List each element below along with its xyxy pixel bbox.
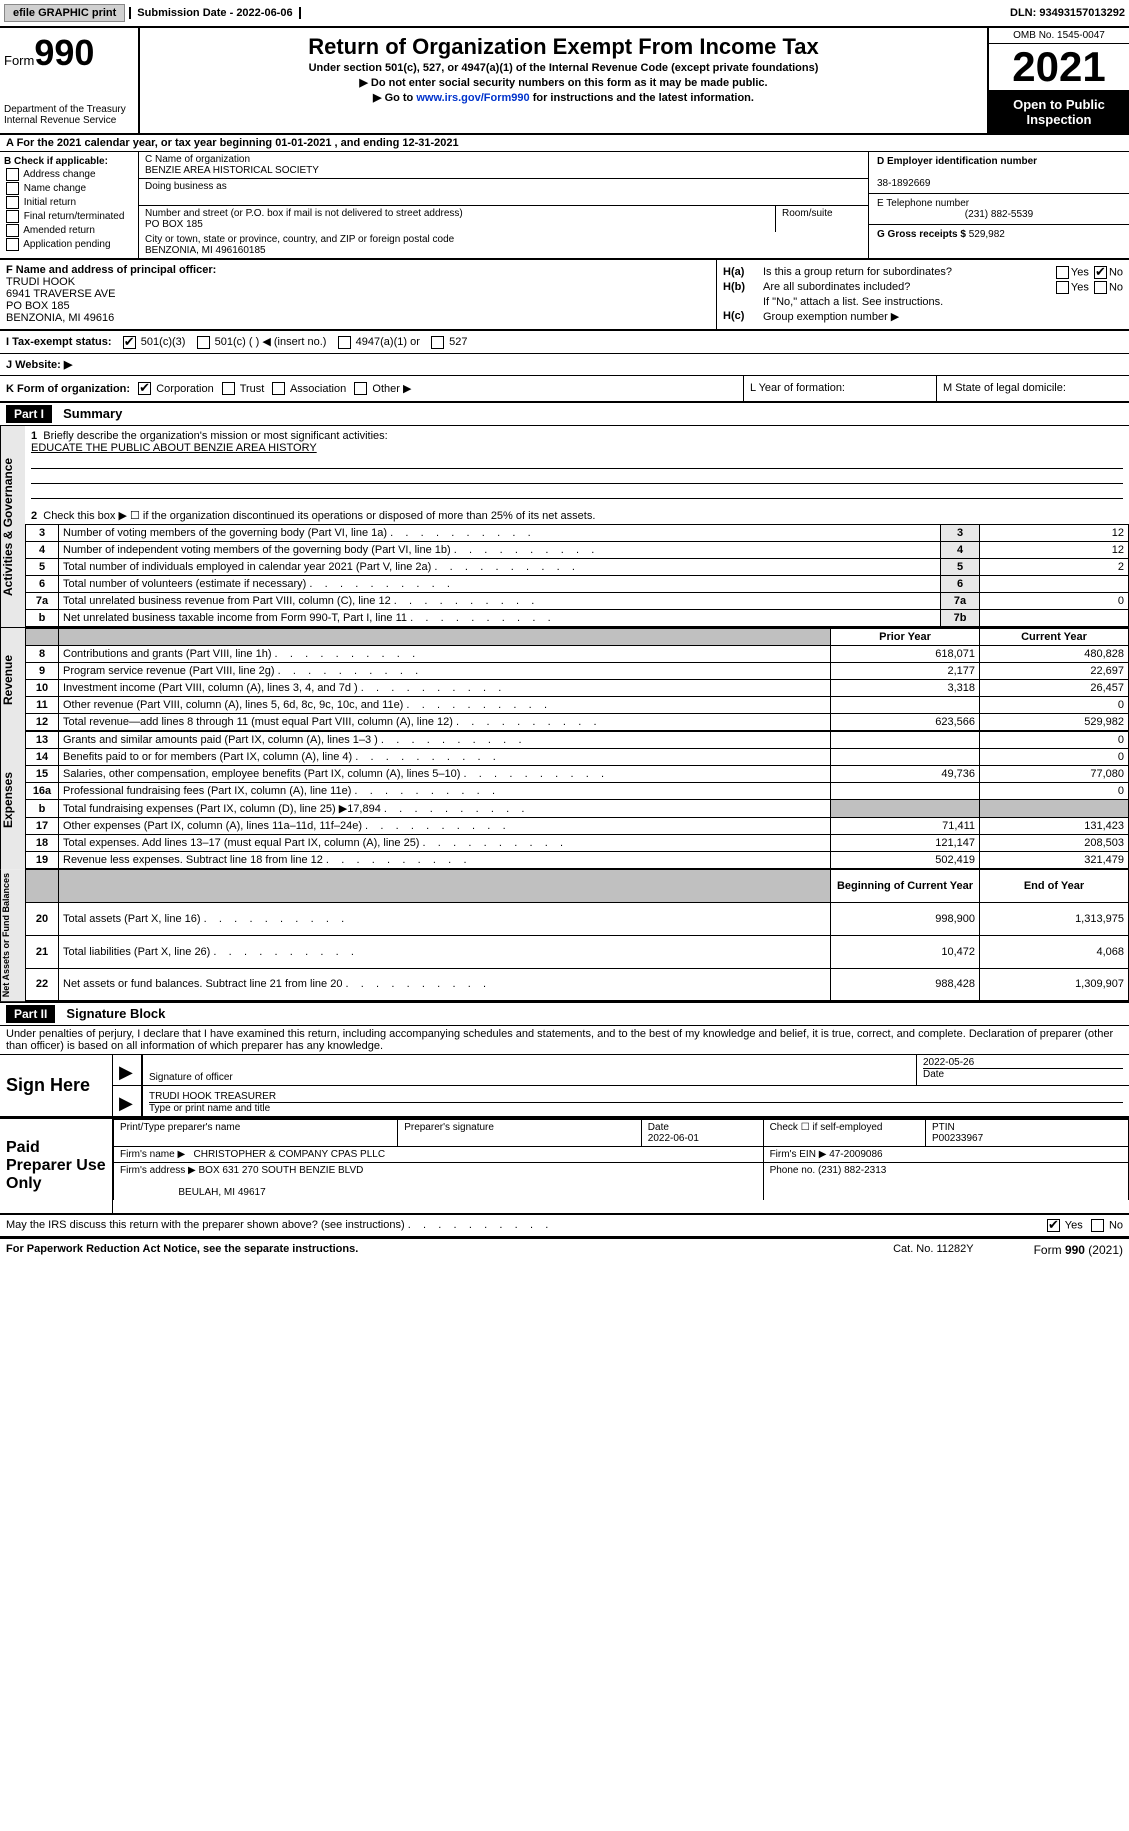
501c3-checkbox[interactable] <box>123 336 136 349</box>
col-b-checkboxes: B Check if applicable: Address change Na… <box>0 152 139 258</box>
paid-preparer-label: Paid Preparer Use Only <box>0 1119 113 1213</box>
address-change-checkbox[interactable] <box>6 168 19 181</box>
hb-no-checkbox[interactable] <box>1094 281 1107 294</box>
col-c-org-info: C Name of organization BENZIE AREA HISTO… <box>139 152 869 258</box>
name-change-checkbox[interactable] <box>6 182 19 195</box>
hb-yes-checkbox[interactable] <box>1056 281 1069 294</box>
state-domicile: M State of legal domicile: <box>936 376 1129 402</box>
efile-print-button[interactable]: efile GRAPHIC print <box>4 4 125 22</box>
firm-name: CHRISTOPHER & COMPANY CPAS PLLC <box>194 1149 386 1160</box>
ein: 38-1892669 <box>877 178 930 189</box>
discuss-yes-checkbox[interactable] <box>1047 1219 1060 1232</box>
sig-date-value: 2022-05-26 <box>923 1057 1123 1068</box>
principal-officer: F Name and address of principal officer:… <box>0 260 716 329</box>
col-d-ein-phone: D Employer identification number 38-1892… <box>869 152 1129 258</box>
expenses-table: 13Grants and similar amounts paid (Part … <box>25 731 1129 869</box>
open-inspection-badge: Open to Public Inspection <box>989 91 1129 133</box>
governance-table: 3Number of voting members of the governi… <box>25 524 1129 627</box>
omb-number: OMB No. 1545-0047 <box>989 28 1129 44</box>
year-formation: L Year of formation: <box>743 376 936 402</box>
application-pending-checkbox[interactable] <box>6 238 19 251</box>
form-title: Return of Organization Exempt From Incom… <box>144 34 983 60</box>
mission-text: EDUCATE THE PUBLIC ABOUT BENZIE AREA HIS… <box>31 442 317 454</box>
ha-yes-checkbox[interactable] <box>1056 266 1069 279</box>
sign-here-block: Sign Here ▶ Signature of officer 2022-05… <box>0 1054 1129 1118</box>
submission-date-label: Submission Date - 2022-06-06 <box>129 7 300 19</box>
netassets-table: Beginning of Current YearEnd of Year20To… <box>25 869 1129 1001</box>
expenses-section: Expenses 13Grants and similar amounts pa… <box>0 731 1129 869</box>
city-state-zip: BENZONIA, MI 496160185 <box>145 245 266 256</box>
discuss-row: May the IRS discuss this return with the… <box>0 1215 1129 1238</box>
subtitle-3: ▶ Go to www.irs.gov/Form990 for instruct… <box>144 91 983 104</box>
perjury-declaration: Under penalties of perjury, I declare th… <box>0 1026 1129 1054</box>
telephone: (231) 882-5539 <box>877 209 1121 220</box>
firm-addr2: BEULAH, MI 49617 <box>178 1187 265 1198</box>
row-j-website: J Website: ▶ <box>0 354 1129 376</box>
prep-date: 2022-06-01 <box>648 1133 699 1144</box>
form-number: Form990 <box>4 32 134 74</box>
officer-name: TRUDI HOOK TREASURER <box>149 1091 1123 1102</box>
row-a-period: A For the 2021 calendar year, or tax yea… <box>0 135 1129 152</box>
identity-block: B Check if applicable: Address change Na… <box>0 152 1129 260</box>
ptin: P00233967 <box>932 1133 983 1144</box>
side-label-netassets: Net Assets or Fund Balances <box>0 869 25 1001</box>
revenue-section: Revenue Prior YearCurrent Year8Contribut… <box>0 627 1129 731</box>
dln-label: DLN: 93493157013292 <box>1010 7 1125 19</box>
initial-return-checkbox[interactable] <box>6 196 19 209</box>
ha-no-checkbox[interactable] <box>1094 266 1107 279</box>
amended-return-checkbox[interactable] <box>6 224 19 237</box>
discuss-no-checkbox[interactable] <box>1091 1219 1104 1232</box>
signature-arrow-icon: ▶ <box>113 1055 143 1085</box>
side-label-expenses: Expenses <box>0 731 25 869</box>
527-checkbox[interactable] <box>431 336 444 349</box>
side-label-revenue: Revenue <box>0 628 25 731</box>
part1-header-row: Part I Summary <box>0 403 1129 426</box>
trust-checkbox[interactable] <box>222 382 235 395</box>
netassets-section: Net Assets or Fund Balances Beginning of… <box>0 869 1129 1001</box>
firm-addr1: BOX 631 270 SOUTH BENZIE BLVD <box>199 1165 364 1176</box>
corp-checkbox[interactable] <box>138 382 151 395</box>
final-return-checkbox[interactable] <box>6 210 19 223</box>
row-i-tax-status: I Tax-exempt status: 501(c)(3) 501(c) ( … <box>0 330 1129 354</box>
group-return-block: H(a) Is this a group return for subordin… <box>716 260 1129 329</box>
preparer-table: Print/Type preparer's name Preparer's si… <box>113 1119 1129 1200</box>
other-checkbox[interactable] <box>354 382 367 395</box>
side-label-governance: Activities & Governance <box>0 426 25 627</box>
tax-year: 2021 <box>989 44 1129 91</box>
governance-section: Activities & Governance 1 Briefly descri… <box>0 426 1129 627</box>
subtitle-1: Under section 501(c), 527, or 4947(a)(1)… <box>144 62 983 74</box>
street-address: PO BOX 185 <box>145 219 203 230</box>
row-k-l-m: K Form of organization: Corporation Trus… <box>0 376 1129 404</box>
gross-receipts: 529,982 <box>969 229 1005 240</box>
part2-header-row: Part II Signature Block <box>0 1003 1129 1026</box>
form-header: Form990 Department of the Treasury Inter… <box>0 28 1129 135</box>
row-f-h: F Name and address of principal officer:… <box>0 260 1129 330</box>
top-toolbar: efile GRAPHIC print Submission Date - 20… <box>0 0 1129 28</box>
signature-arrow-icon: ▶ <box>113 1086 143 1116</box>
4947-checkbox[interactable] <box>338 336 351 349</box>
firm-ein: 47-2009086 <box>829 1149 882 1160</box>
firm-phone: (231) 882-2313 <box>818 1165 886 1176</box>
paid-preparer-block: Paid Preparer Use Only Print/Type prepar… <box>0 1118 1129 1215</box>
org-name: BENZIE AREA HISTORICAL SOCIETY <box>145 165 319 176</box>
assoc-checkbox[interactable] <box>272 382 285 395</box>
subtitle-2: ▶ Do not enter social security numbers o… <box>144 76 983 89</box>
irs-link[interactable]: www.irs.gov/Form990 <box>416 92 529 104</box>
sign-here-label: Sign Here <box>0 1055 113 1116</box>
revenue-table: Prior YearCurrent Year8Contributions and… <box>25 628 1129 731</box>
501c-checkbox[interactable] <box>197 336 210 349</box>
dept-label: Department of the Treasury Internal Reve… <box>4 104 134 126</box>
page-footer: For Paperwork Reduction Act Notice, see … <box>0 1238 1129 1261</box>
